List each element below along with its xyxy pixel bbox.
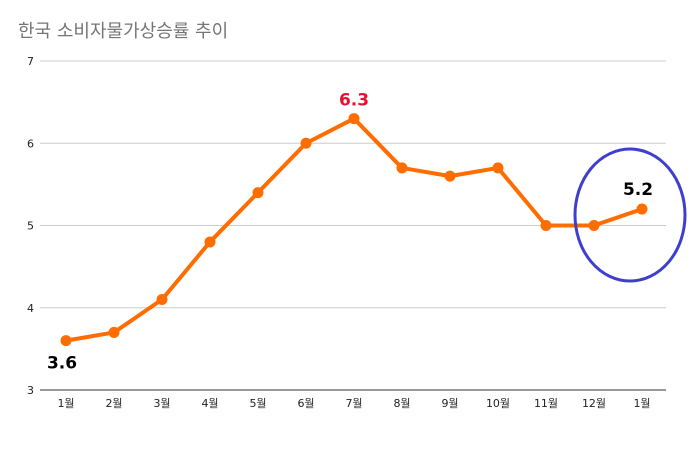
- data-point: [636, 203, 648, 215]
- y-tick-label: 6: [27, 137, 34, 150]
- data-label: 6.3: [339, 91, 369, 111]
- highlight-ellipse: [573, 147, 687, 283]
- x-tick-label: 9월: [441, 397, 458, 410]
- y-tick-label: 7: [27, 55, 34, 68]
- y-tick-label: 4: [27, 302, 34, 315]
- y-tick-label: 5: [27, 220, 34, 233]
- x-tick-label: 6월: [297, 397, 314, 410]
- x-tick-label: 10월: [486, 397, 510, 410]
- data-point: [444, 170, 456, 182]
- x-tick-label: 5월: [249, 397, 266, 410]
- data-point: [60, 335, 72, 347]
- y-tick-label: 3: [27, 384, 34, 397]
- data-point: [300, 137, 312, 149]
- x-tick-label: 1월: [57, 397, 74, 410]
- data-point: [492, 162, 504, 174]
- data-label: 5.2: [623, 180, 653, 200]
- x-tick-label: 7월: [345, 397, 362, 410]
- data-point: [588, 220, 600, 231]
- x-tick-label: 12월: [582, 397, 606, 410]
- x-tick-label: 3월: [153, 397, 170, 410]
- data-point: [396, 162, 408, 174]
- data-label: 3.6: [47, 354, 77, 374]
- data-point: [252, 187, 264, 199]
- x-tick-label: 4월: [201, 397, 218, 410]
- data-point: [540, 220, 552, 231]
- data-point: [204, 236, 216, 248]
- x-tick-label: 2월: [105, 397, 122, 410]
- data-point: [348, 113, 360, 125]
- x-tick-label: 11월: [534, 397, 558, 410]
- data-point: [156, 294, 168, 306]
- x-tick-label: 1월: [633, 397, 650, 410]
- data-point: [108, 326, 120, 338]
- chart-title: 한국 소비자물가상승률 추이: [18, 21, 229, 42]
- x-tick-label: 8월: [393, 397, 410, 410]
